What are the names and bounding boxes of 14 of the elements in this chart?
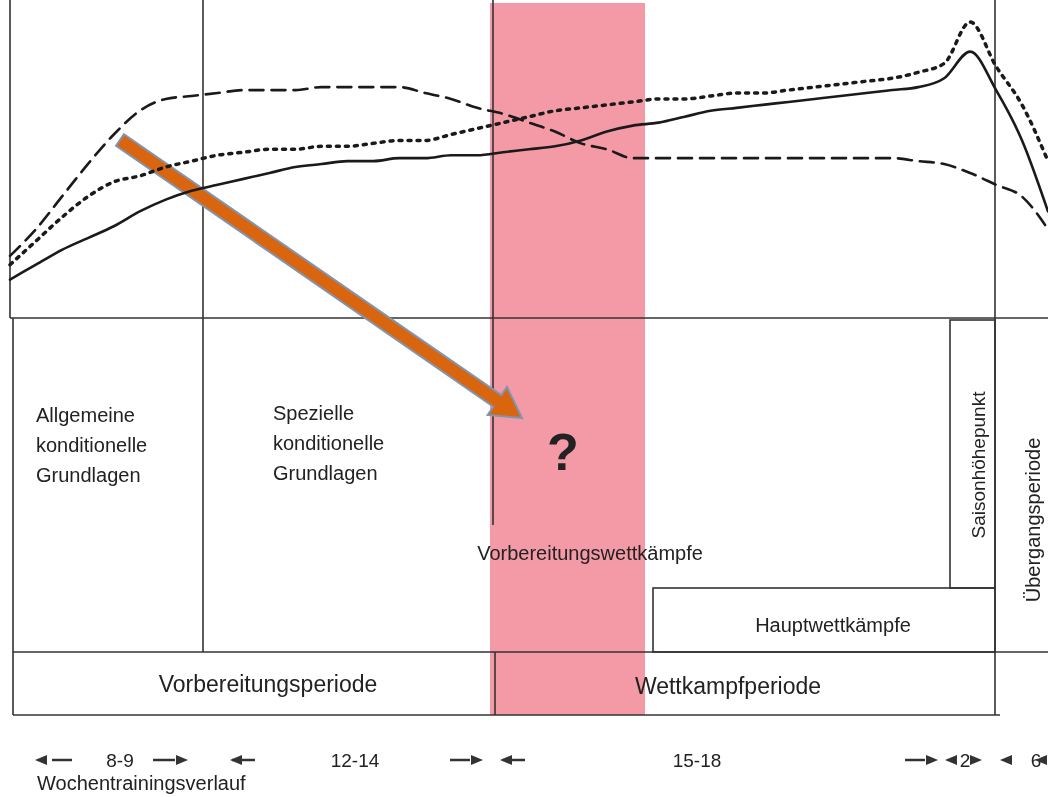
text: Allgemeine konditionelle Grundlagen [36,404,148,486]
text: Spezielle konditionelle Grundlagen [273,402,385,484]
text: Vorbereitungsperiode [158,671,378,697]
text: 12-14 [330,750,380,771]
text: Saisonhöhepunkt [968,390,989,539]
text: Hauptwettkämpfe [755,614,911,636]
text: ? [547,423,579,481]
text: Übergangsperiode [1022,437,1044,603]
text: 15-18 [672,750,722,771]
text: 8-9 [106,750,134,771]
text: 2 [959,750,971,771]
text: Vorbereitungswettkämpfe [477,542,703,564]
text: Wochentrainingsverlauf [37,772,247,794]
text: Wettkampfperiode [634,673,822,699]
